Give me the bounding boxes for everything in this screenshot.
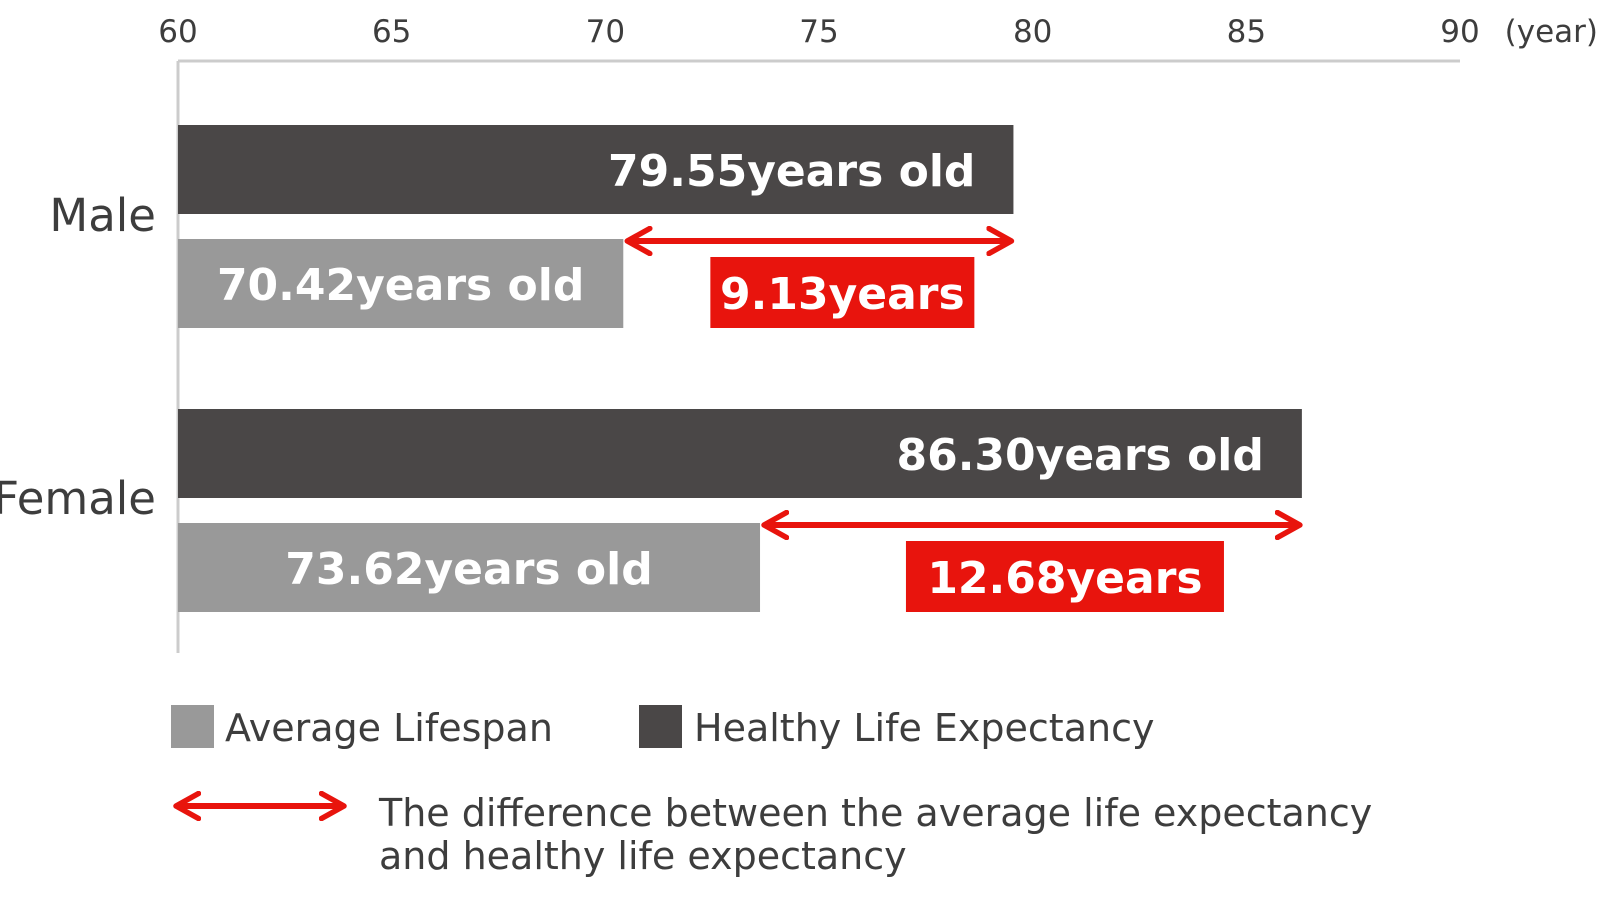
difference-box-male (710, 257, 975, 328)
legend-label-difference-line1: The difference between the average life … (378, 791, 1372, 835)
bar-label-average-male: 70.42years old (217, 260, 584, 311)
category-label-male: Male (49, 189, 156, 242)
x-tick-label: 80 (1013, 14, 1052, 50)
difference-label-male: 9.13years (720, 269, 965, 320)
x-tick-label: 85 (1227, 14, 1266, 50)
x-tick-label: 90 (1440, 14, 1479, 50)
x-tick-label: 60 (158, 14, 197, 50)
legend: Average Lifespan Healthy Life Expectancy… (171, 705, 1372, 878)
legend-swatch-healthy (639, 705, 682, 748)
bar-label-average-female: 73.62years old (285, 544, 652, 595)
x-tick-label: 75 (799, 14, 838, 50)
bar-average-male (178, 239, 624, 328)
bar-label-healthy-male: 79.55years old (608, 146, 975, 197)
bar-healthy-female (178, 409, 1302, 498)
difference-label-female: 12.68years (927, 553, 1202, 604)
bar-average-female (178, 523, 761, 612)
legend-label-average: Average Lifespan (225, 706, 553, 750)
bar-label-healthy-female: 86.30years old (896, 430, 1263, 481)
x-tick-label: 70 (586, 14, 625, 50)
difference-box-female (905, 541, 1224, 612)
x-tick-label: 65 (372, 14, 411, 50)
legend-label-difference-line2: and healthy life expectancy (379, 834, 907, 878)
category-label-female: Female (0, 472, 156, 525)
legend-label-healthy: Healthy Life Expectancy (694, 706, 1154, 750)
legend-swatch-average (171, 705, 214, 748)
bar-healthy-male (178, 125, 1014, 214)
x-tick-labels: 60 65 70 75 80 85 90 (158, 14, 1479, 50)
x-axis-unit: (year) (1505, 14, 1598, 50)
